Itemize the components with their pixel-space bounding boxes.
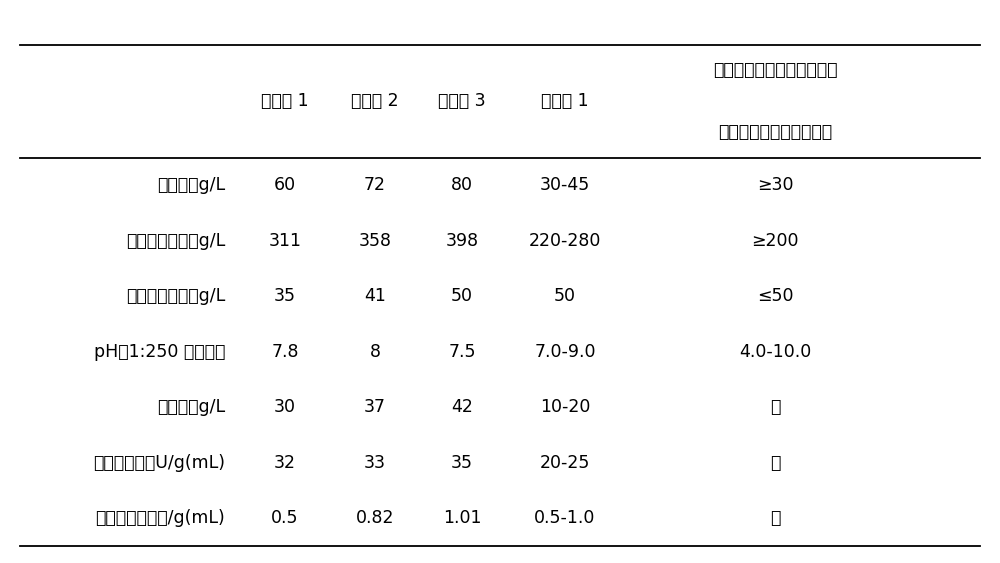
Text: 实施例 2: 实施例 2 bbox=[351, 92, 399, 110]
Text: 无: 无 bbox=[770, 399, 780, 417]
Text: 无: 无 bbox=[770, 510, 780, 528]
Text: 50: 50 bbox=[451, 287, 473, 305]
Text: ≥30: ≥30 bbox=[757, 176, 793, 194]
Text: 358: 358 bbox=[358, 232, 392, 250]
Text: 无: 无 bbox=[770, 454, 780, 472]
Text: 0.5-1.0: 0.5-1.0 bbox=[534, 510, 596, 528]
Text: 水不溶物含量，g/L: 水不溶物含量，g/L bbox=[126, 287, 225, 305]
Text: 37: 37 bbox=[364, 399, 386, 417]
Text: 60: 60 bbox=[274, 176, 296, 194]
Text: 35: 35 bbox=[451, 454, 473, 472]
Text: 氨基酸，g/L: 氨基酸，g/L bbox=[157, 399, 225, 417]
Text: 311: 311 bbox=[268, 232, 302, 250]
Text: 素型）液体产品技术标准: 素型）液体产品技术标准 bbox=[718, 123, 832, 141]
Text: 4.0-10.0: 4.0-10.0 bbox=[739, 343, 811, 361]
Text: pH（1:250 倍稀释）: pH（1:250 倍稀释） bbox=[94, 343, 225, 361]
Text: 8: 8 bbox=[370, 343, 380, 361]
Text: 33: 33 bbox=[364, 454, 386, 472]
Text: 实施例 3: 实施例 3 bbox=[438, 92, 486, 110]
Text: 有效活菌数，亿/g(mL): 有效活菌数，亿/g(mL) bbox=[95, 510, 225, 528]
Text: 80: 80 bbox=[451, 176, 473, 194]
Text: 含腐殖酸水溶肥料（大量元: 含腐殖酸水溶肥料（大量元 bbox=[713, 61, 837, 79]
Text: 7.0-9.0: 7.0-9.0 bbox=[534, 343, 596, 361]
Text: 1.01: 1.01 bbox=[443, 510, 481, 528]
Text: 0.5: 0.5 bbox=[271, 510, 299, 528]
Text: 0.82: 0.82 bbox=[356, 510, 394, 528]
Text: 41: 41 bbox=[364, 287, 386, 305]
Text: 220-280: 220-280 bbox=[529, 232, 601, 250]
Text: 398: 398 bbox=[445, 232, 479, 250]
Text: ≤50: ≤50 bbox=[757, 287, 793, 305]
Text: 实施例 1: 实施例 1 bbox=[261, 92, 309, 110]
Text: 7.8: 7.8 bbox=[271, 343, 299, 361]
Text: 腐殖酸，g/L: 腐殖酸，g/L bbox=[157, 176, 225, 194]
Text: 32: 32 bbox=[274, 454, 296, 472]
Text: 20-25: 20-25 bbox=[540, 454, 590, 472]
Text: 7.5: 7.5 bbox=[448, 343, 476, 361]
Text: 大量元素含量，g/L: 大量元素含量，g/L bbox=[126, 232, 225, 250]
Text: 35: 35 bbox=[274, 287, 296, 305]
Text: 72: 72 bbox=[364, 176, 386, 194]
Text: 对比例 1: 对比例 1 bbox=[541, 92, 589, 110]
Text: 10-20: 10-20 bbox=[540, 399, 590, 417]
Text: ≥200: ≥200 bbox=[751, 232, 799, 250]
Text: 30: 30 bbox=[274, 399, 296, 417]
Text: 42: 42 bbox=[451, 399, 473, 417]
Text: 纤维素酶活，U/g(mL): 纤维素酶活，U/g(mL) bbox=[93, 454, 225, 472]
Text: 30-45: 30-45 bbox=[540, 176, 590, 194]
Text: 50: 50 bbox=[554, 287, 576, 305]
